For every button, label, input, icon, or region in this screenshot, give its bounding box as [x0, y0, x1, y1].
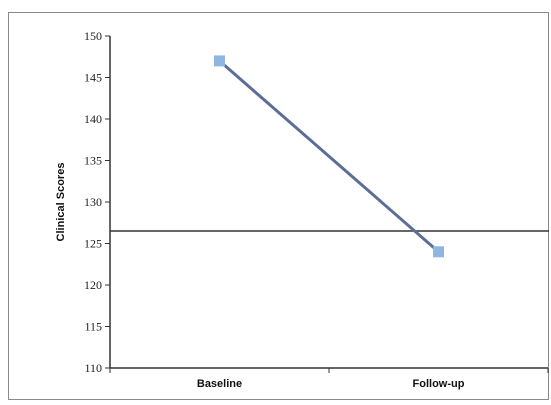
y-tick-label: 110 — [84, 361, 102, 375]
y-tick-label: 150 — [84, 29, 102, 43]
chart-frame — [8, 12, 549, 400]
y-tick-label: 145 — [84, 71, 102, 85]
y-tick-label: 120 — [84, 278, 102, 292]
series-group — [214, 55, 444, 258]
x-category-labels: Baseline Follow-up — [109, 368, 549, 390]
y-tick-label: 125 — [84, 237, 102, 251]
data-point — [433, 246, 444, 258]
y-axis-title: Clinical Scores — [55, 163, 67, 242]
y-tick-label: 135 — [84, 154, 102, 168]
y-ticks: 110 115 120 125 130 135 140 145 150 — [84, 29, 110, 375]
y-tick-label: 115 — [84, 320, 102, 334]
series-line — [218, 59, 440, 253]
x-category-label: Follow-up — [413, 378, 465, 390]
y-tick-label: 140 — [84, 112, 102, 126]
data-point — [214, 55, 225, 67]
x-category-label: Baseline — [197, 378, 242, 390]
y-tick-label: 130 — [84, 195, 102, 209]
